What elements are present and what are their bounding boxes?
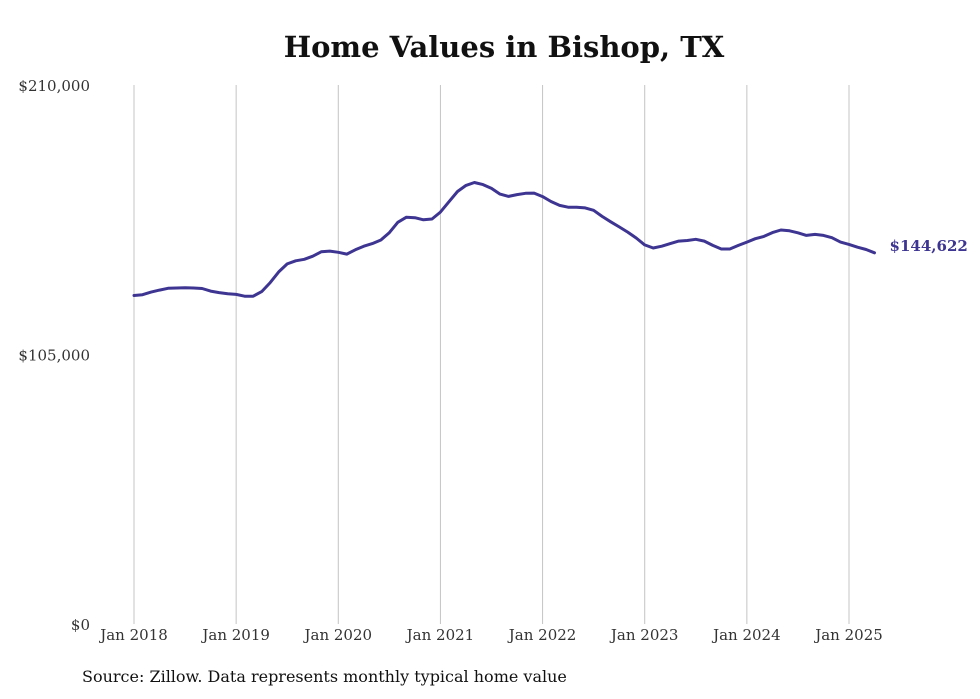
chart-title: Home Values in Bishop, TX xyxy=(283,30,725,64)
y-tick-label: $210,000 xyxy=(18,77,90,95)
x-tick-label: Jan 2024 xyxy=(711,626,781,644)
x-tick-label: Jan 2018 xyxy=(98,626,168,644)
end-value-label: $144,622 xyxy=(890,237,968,255)
x-axis: Jan 2018 Jan 2019 Jan 2020 Jan 2021 Jan 2022… xyxy=(98,626,883,644)
source-note: Source: Zillow. Data represents monthly … xyxy=(82,667,567,686)
x-tick-label: Jan 2020 xyxy=(303,626,373,644)
x-tick-label: Jan 2022 xyxy=(507,626,577,644)
y-tick-label: $0 xyxy=(71,616,90,634)
y-axis: $0 $105,000 $210,000 xyxy=(18,77,90,634)
series-line xyxy=(132,181,876,298)
x-tick-label: Jan 2019 xyxy=(200,626,270,644)
x-tick-label: Jan 2023 xyxy=(609,626,679,644)
x-tick-label: Jan 2021 xyxy=(405,626,475,644)
gridlines xyxy=(133,85,850,624)
x-tick-label: Jan 2025 xyxy=(813,626,883,644)
y-tick-label: $105,000 xyxy=(18,347,90,365)
